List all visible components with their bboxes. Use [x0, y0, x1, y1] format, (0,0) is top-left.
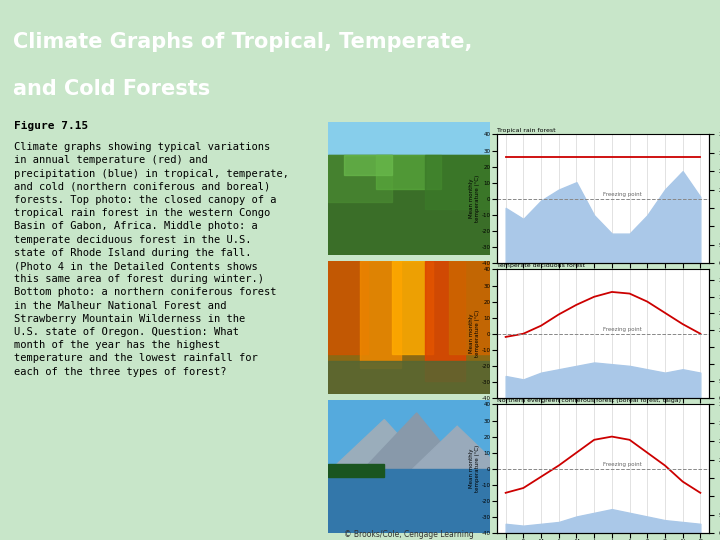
Polygon shape	[409, 426, 506, 473]
Polygon shape	[328, 420, 433, 473]
Polygon shape	[360, 413, 465, 473]
Bar	[328, 261, 368, 354]
X-axis label: Month: Month	[593, 410, 613, 416]
Text: and Cold Forests: and Cold Forests	[13, 79, 210, 99]
Bar	[328, 400, 490, 473]
Y-axis label: Mean monthly
temperature (°C): Mean monthly temperature (°C)	[469, 445, 480, 492]
Bar	[377, 156, 441, 188]
Bar	[328, 469, 490, 533]
Bar	[328, 156, 490, 255]
Bar	[328, 156, 392, 202]
Bar	[392, 261, 433, 354]
Text: Figure 7.15: Figure 7.15	[14, 122, 88, 131]
Text: © Brooks/Cole, Cengage Learning: © Brooks/Cole, Cengage Learning	[343, 530, 474, 538]
Text: Freezing point: Freezing point	[603, 327, 642, 332]
Bar	[344, 156, 392, 176]
Y-axis label: Mean monthly
temperature (°C): Mean monthly temperature (°C)	[469, 310, 480, 357]
Text: Freezing point: Freezing point	[603, 462, 642, 467]
Text: Climate graphs showing typical variations
in annual temperature (red) and
precip: Climate graphs showing typical variation…	[14, 142, 289, 376]
Bar	[360, 261, 400, 368]
Bar	[328, 361, 490, 394]
Bar	[449, 261, 490, 354]
Bar	[425, 261, 465, 381]
Bar	[328, 122, 490, 162]
Text: Climate Graphs of Tropical, Temperate,: Climate Graphs of Tropical, Temperate,	[13, 32, 472, 52]
X-axis label: Month: Month	[593, 275, 613, 281]
Bar	[425, 156, 490, 209]
Text: Northern evergreen coniferous forest (boreal forest, taiga): Northern evergreen coniferous forest (bo…	[497, 397, 681, 403]
Text: Temperate deciduous forest: Temperate deciduous forest	[497, 262, 585, 268]
Y-axis label: Mean monthly
temperature (°C): Mean monthly temperature (°C)	[469, 175, 480, 222]
Bar	[328, 464, 384, 477]
Text: Tropical rain forest: Tropical rain forest	[497, 127, 555, 133]
Text: Freezing point: Freezing point	[603, 192, 642, 197]
